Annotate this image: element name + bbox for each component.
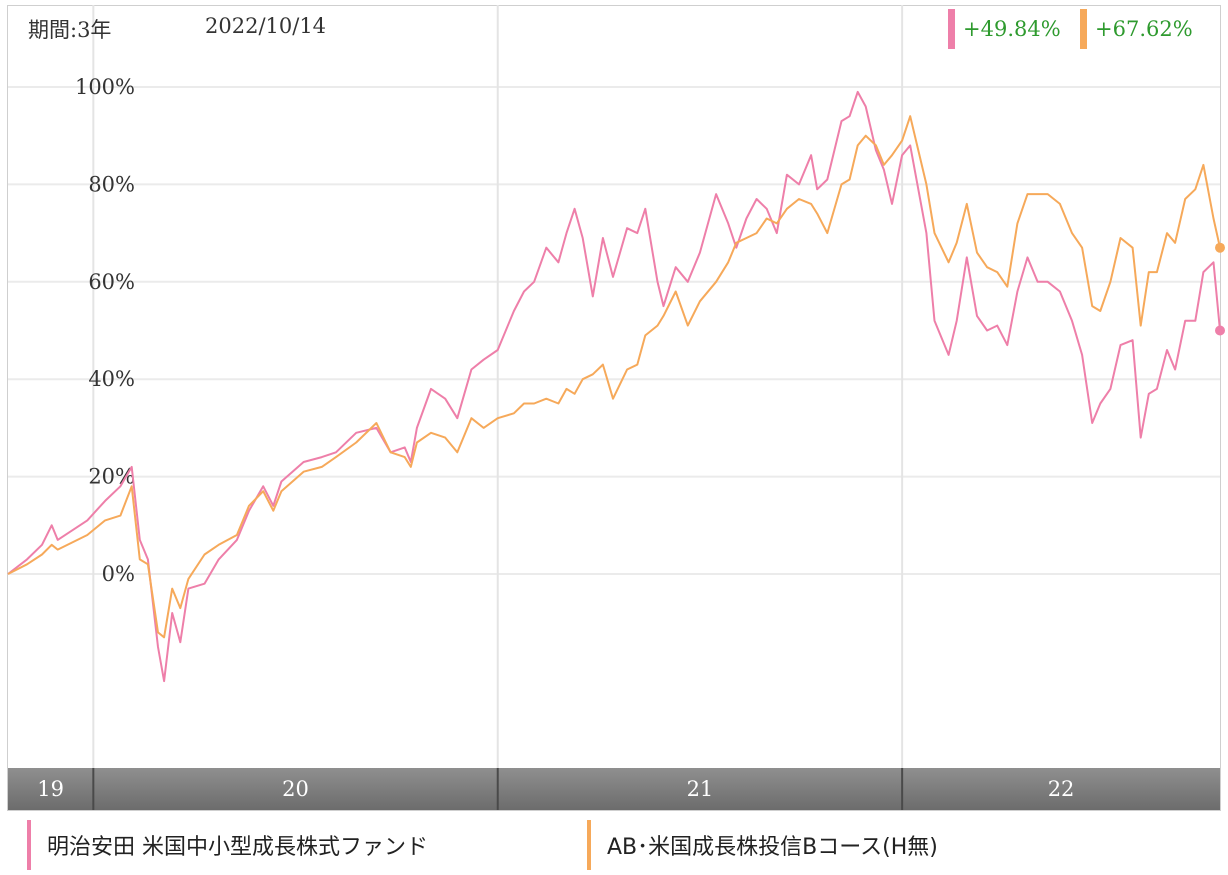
- y-tick-label: 60%: [88, 270, 135, 294]
- legend-item-series-2[interactable]: AB･米国成長株投信Bコース(H無): [587, 820, 938, 870]
- legend: 明治安田 米国中小型成長株式ファンド AB･米国成長株投信Bコース(H無): [0, 812, 1228, 875]
- x-tick-label: 21: [687, 777, 714, 801]
- series-line-1: [7, 90, 1221, 683]
- y-tick-label: 80%: [88, 172, 135, 196]
- x-tick-label: 19: [37, 777, 64, 801]
- legend-item-series-1[interactable]: 明治安田 米国中小型成長株式ファンド: [27, 820, 428, 870]
- return-value-series-2: +67.62%: [1095, 17, 1193, 41]
- y-tick-label: 40%: [88, 367, 135, 391]
- y-tick-label: 0%: [102, 562, 135, 586]
- x-tick-label: 22: [1048, 777, 1075, 801]
- y-tick-label: 100%: [75, 75, 135, 99]
- line-chart: 100% 80% 60% 40% 20% 0% 19 20 21 22: [7, 5, 1225, 810]
- date-label: 2022/10/14: [205, 14, 327, 38]
- x-axis-band-bg: [8, 768, 1220, 810]
- return-badge-series-1: +49.84%: [948, 9, 1061, 49]
- legend-label-series-1: 明治安田 米国中小型成長株式ファンド: [47, 835, 428, 860]
- legend-swatch-series-1: [27, 820, 31, 870]
- x-axis-band: 19 20 21 22: [8, 768, 1220, 810]
- chart-frame: [7, 5, 1221, 811]
- x-tick-label: 20: [282, 777, 309, 801]
- series-lines: [7, 90, 1225, 683]
- return-value-series-1: +49.84%: [963, 17, 1061, 41]
- return-badge-series-2: +67.62%: [1080, 9, 1193, 49]
- y-axis-ticks: 100% 80% 60% 40% 20% 0%: [75, 75, 135, 586]
- series-end-marker-1: [1215, 325, 1225, 336]
- legend-swatch-series-2: [587, 820, 591, 870]
- series-end-marker-2: [1215, 242, 1225, 253]
- legend-label-series-2: AB･米国成長株投信Bコース(H無): [607, 835, 938, 860]
- series-1-color-swatch: [948, 9, 955, 49]
- y-tick-label: 20%: [88, 465, 135, 489]
- period-label: 期間:3年: [28, 18, 112, 42]
- series-2-color-swatch: [1080, 9, 1087, 49]
- grid: [8, 5, 1220, 768]
- series-line-2: [7, 115, 1221, 639]
